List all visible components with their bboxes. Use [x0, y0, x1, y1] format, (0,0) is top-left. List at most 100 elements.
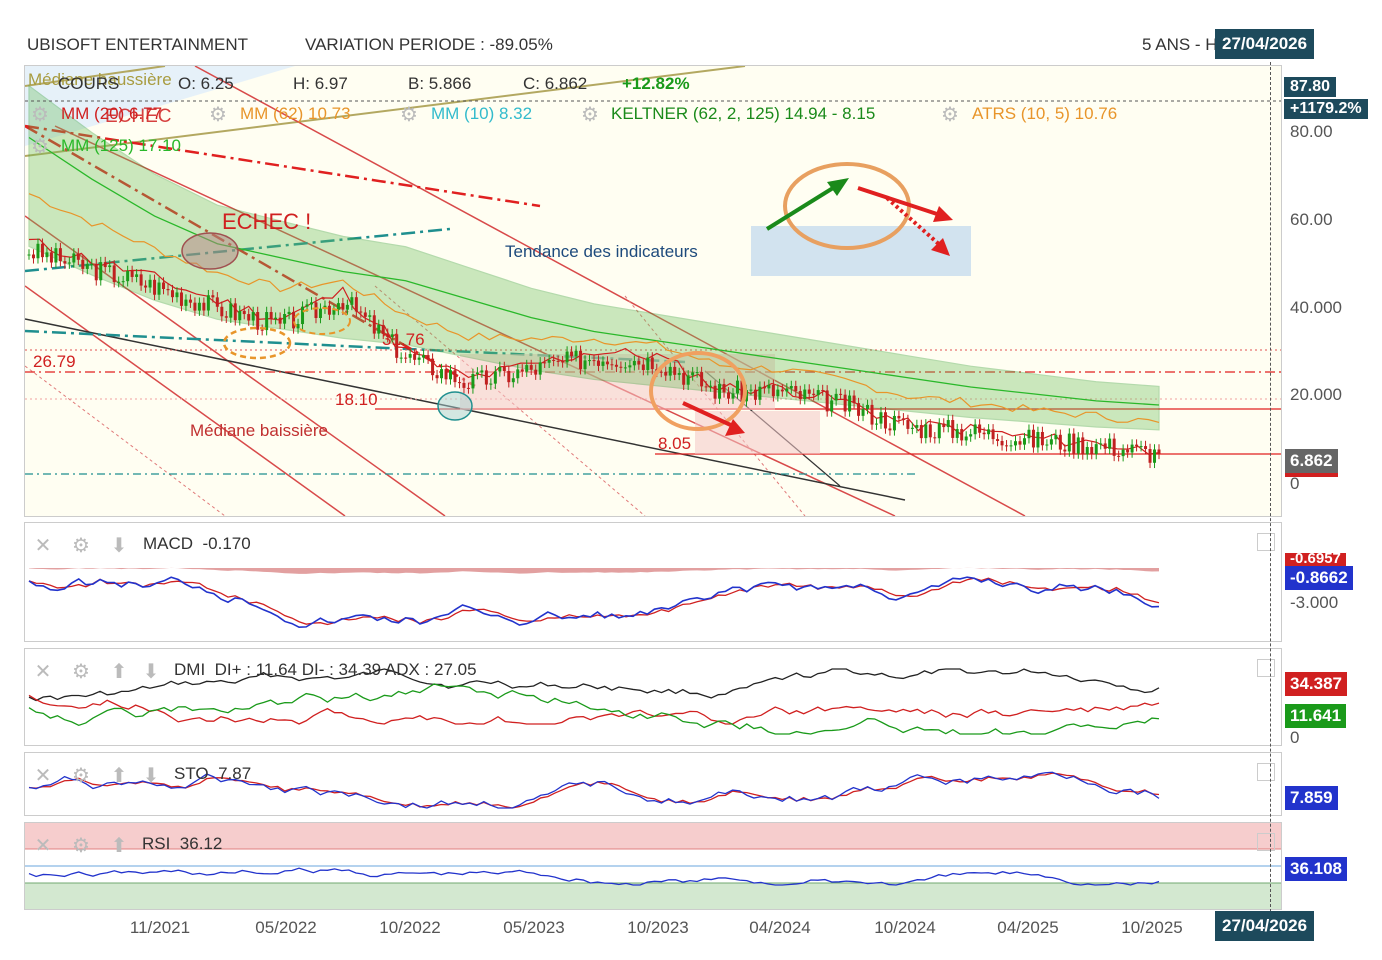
maximize-icon-sto[interactable] — [1257, 763, 1275, 781]
candle-body — [520, 369, 524, 372]
macd-panel[interactable]: ✕ ⚙ ⬇ MACD -0.170 — [24, 522, 1282, 642]
gear-icon-mm10[interactable]: ⚙ — [400, 104, 418, 126]
candle-body — [735, 380, 739, 394]
candle-body — [440, 369, 444, 379]
arrow-down-icon-dmi[interactable]: ⬇ — [142, 661, 160, 683]
candle-body — [785, 388, 789, 392]
candle-body — [170, 290, 174, 298]
candle-body — [951, 420, 955, 438]
candle-body — [117, 281, 121, 283]
legend-mm125: MM (125) 17.10 — [61, 136, 181, 155]
gear-icon-dmi[interactable]: ⚙ — [72, 661, 90, 683]
candle-body — [574, 350, 578, 357]
maximize-icon-macd[interactable] — [1257, 533, 1275, 551]
candle-body — [345, 304, 349, 310]
maximize-icon-rsi[interactable] — [1257, 833, 1275, 851]
candle-body — [960, 429, 964, 441]
macd-chart — [28, 567, 1160, 629]
candle-body — [399, 357, 403, 359]
candle-body — [175, 292, 179, 298]
candle-body — [130, 270, 134, 277]
maximize-icon-dmi[interactable] — [1257, 659, 1275, 677]
arrow-down-icon-macd[interactable]: ⬇ — [110, 535, 128, 557]
level-label-805: 8.05 — [658, 434, 692, 453]
candle-body — [1139, 446, 1143, 448]
close-icon-rsi[interactable]: ✕ — [34, 835, 52, 857]
close-icon-sto[interactable]: ✕ — [34, 765, 52, 787]
gear-icon-mm62[interactable]: ⚙ — [209, 104, 227, 126]
arrow-up-icon-sto[interactable]: ⬆ — [110, 765, 128, 787]
legend-change: +12.82% — [622, 74, 690, 93]
sto-panel[interactable]: ✕ ⚙ ⬆ ⬇ STO 7.87 — [24, 752, 1282, 816]
candle-body — [803, 389, 807, 400]
candle-body — [1144, 446, 1148, 450]
candle-body — [197, 302, 201, 311]
candle-body — [206, 295, 210, 311]
candle-body — [592, 360, 596, 362]
candle-body — [431, 358, 435, 376]
gear-icon-rsi[interactable]: ⚙ — [72, 835, 90, 857]
candle-body — [457, 382, 461, 384]
candle-body — [682, 373, 686, 385]
macd-label: MACD -0.170 — [143, 534, 251, 553]
candle-body — [292, 311, 296, 329]
level-label-1810: 18.10 — [335, 390, 378, 409]
candle-body — [915, 425, 919, 428]
candle-body — [704, 386, 708, 388]
candle-body — [242, 310, 246, 315]
candle-body — [435, 375, 439, 379]
candle-body — [848, 395, 852, 412]
candle-body — [834, 393, 838, 401]
candle-body — [386, 333, 390, 338]
candle-body — [1036, 431, 1040, 448]
sto-k-line — [28, 771, 1160, 809]
gear-icon-keltner[interactable]: ⚙ — [581, 104, 599, 126]
candle-body — [341, 303, 345, 310]
gear-icon-atrs[interactable]: ⚙ — [941, 104, 959, 126]
candle-body — [722, 384, 726, 393]
arrow-down-icon-sto[interactable]: ⬇ — [142, 765, 160, 787]
breakdown-arrow-head — [725, 419, 745, 436]
mm62-line — [28, 193, 1160, 424]
legend-keltner: KELTNER (62, 2, 125) 14.94 - 8.15 — [611, 104, 876, 123]
price-panel[interactable]: Médiane haussière COURS O: 6.25 H: 6.97 … — [24, 65, 1282, 517]
candle-body — [426, 355, 430, 359]
arrow-up-icon-dmi[interactable]: ⬆ — [110, 661, 128, 683]
candle-body — [484, 370, 488, 385]
sto-badge: 7.859 — [1285, 786, 1338, 810]
cursor-date-top: 27/04/2026 — [1215, 29, 1315, 59]
candle-body — [1014, 441, 1018, 446]
candle-body — [45, 252, 49, 258]
candle-body — [946, 420, 950, 428]
tendance-up-arrow-head — [827, 178, 849, 196]
dmi-panel[interactable]: ✕ ⚙ ⬆ ⬇ DMI DI+ : 11.64 DI- : 34.39 ADX … — [24, 648, 1282, 746]
rsi-panel[interactable]: ✕ ⚙ ⬆ RSI 36.12 — [24, 822, 1282, 910]
candle-body — [408, 354, 412, 358]
candle-body — [758, 386, 762, 400]
candle-body — [906, 420, 910, 429]
arrow-up-icon-rsi[interactable]: ⬆ — [110, 835, 128, 857]
candle-body — [184, 299, 188, 306]
di-plus-line — [28, 683, 1160, 735]
close-icon-dmi[interactable]: ✕ — [34, 661, 52, 683]
candle-body — [866, 404, 870, 409]
candle-body — [870, 404, 874, 425]
candle-body — [883, 412, 887, 429]
candle-body — [1005, 445, 1009, 447]
price-tick-60: 60.00 — [1290, 210, 1333, 229]
gear-icon-mm125[interactable]: ⚙ — [31, 136, 49, 158]
close-icon-macd[interactable]: ✕ — [34, 535, 52, 557]
gear-icon-mm20[interactable]: ⚙ — [31, 104, 49, 126]
gear-icon-macd[interactable]: ⚙ — [72, 535, 90, 557]
period-selector[interactable]: 5 ANS - H — [1142, 35, 1218, 54]
candle-body — [1094, 444, 1098, 455]
candle-body — [619, 366, 623, 368]
candle-body — [673, 366, 677, 375]
candle-body — [256, 312, 260, 330]
candle-body — [76, 253, 80, 260]
candle-body — [1135, 444, 1139, 447]
candle-body — [301, 306, 305, 325]
price-candles — [27, 238, 1161, 469]
gear-icon-sto[interactable]: ⚙ — [72, 765, 90, 787]
support-touch-circle — [437, 391, 473, 421]
